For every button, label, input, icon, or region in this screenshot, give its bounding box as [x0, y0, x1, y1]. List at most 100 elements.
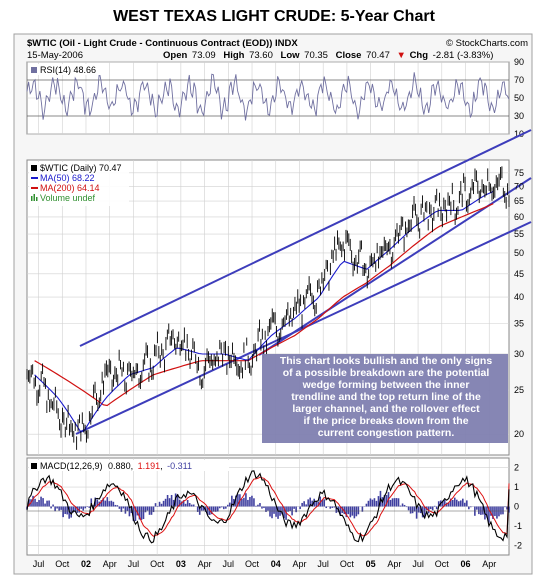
macd-comma-1: , [131, 461, 134, 471]
x-tick-label: 05 [366, 559, 376, 569]
x-tick-label: 06 [461, 559, 471, 569]
close-value: 70.47 [366, 50, 390, 61]
price-legend-main: $WTIC (Daily) 70.47 [40, 163, 122, 173]
ma50-legend: MA(50) 68.22 [40, 173, 95, 183]
open-value: 73.09 [192, 50, 216, 61]
rsi-panel: RSI(14) 48.66 90 70 50 30 10 [26, 57, 524, 139]
macd-legend-swatch [31, 463, 37, 469]
macd-legend-bg [29, 460, 229, 471]
rsi-legend-swatch [31, 67, 37, 73]
price-legend-swatch [31, 165, 37, 171]
macd-line [26, 470, 510, 544]
rsi-grid [27, 61, 509, 135]
rsi-tick-label: 30 [514, 111, 524, 121]
rsi-axis: 90 70 50 30 10 [514, 57, 524, 139]
chart-title: WEST TEXAS LIGHT CRUDE: 5-Year Chart [113, 8, 435, 25]
macd-tick-label: 1 [514, 482, 519, 492]
low-label: Low [281, 50, 301, 61]
macd-value: 0.880 [108, 461, 131, 471]
x-tick-label: Jul [33, 559, 45, 569]
x-tick-label: Jul [317, 559, 329, 569]
macd-signal-value: 1.191 [138, 461, 161, 471]
price-tick-label: 60 [514, 212, 524, 222]
price-bars [26, 166, 510, 450]
x-tick-label: Jul [128, 559, 140, 569]
price-axis: 75 70 65 60 55 50 45 40 35 30 25 20 [514, 168, 524, 439]
macd-hist-value: -0.311 [167, 461, 192, 471]
macd-tick-label: 0 [514, 502, 519, 512]
x-tick-label: Oct [150, 559, 165, 569]
price-tick-label: 55 [514, 229, 524, 239]
date-label: 15-May-2006 [27, 50, 83, 61]
x-axis-bottom: Jul Oct 02 Apr Jul Oct 03 Apr Jul Oct 04 Apr Jul Oct 0… [33, 559, 496, 569]
annotation-line: wedge forming between the inner [302, 379, 470, 391]
price-tick-label: 40 [514, 292, 524, 302]
x-tick-label: Oct [340, 559, 355, 569]
x-tick-label: Apr [387, 559, 401, 569]
high-value: 73.60 [249, 50, 273, 61]
annotation-line: if the price breaks down from the [303, 415, 468, 427]
annotation-line: trendline and the top return line of the [291, 391, 481, 403]
symbol-line: $WTIC (Oil - Light Crude - Continuous Co… [27, 38, 298, 49]
annotation-box [262, 354, 508, 443]
volume-legend: Volume undef [40, 193, 96, 203]
price-tick-label: 50 [514, 248, 524, 258]
chg-value: -2.81 (-3.83%) [433, 50, 494, 61]
annotation-line: larger channel, and the rollover effect [292, 403, 480, 415]
macd-tick-label: -2 [514, 540, 522, 550]
annotation-text: This chart looks bullish and the only si… [280, 355, 493, 439]
channel-line [79, 129, 532, 347]
rsi-tick-label: 10 [514, 129, 524, 139]
chg-label: Chg [410, 50, 429, 61]
rsi-tick-label: 70 [514, 75, 524, 85]
rsi-legend-bg [29, 64, 107, 75]
x-tick-label: Jul [412, 559, 424, 569]
macd-axis: 2 1 0 -1 -2 [514, 463, 522, 551]
high-label: High [223, 50, 244, 61]
macd-tick-label: -1 [514, 521, 522, 531]
x-tick-label: 02 [81, 559, 91, 569]
price-tick-label: 70 [514, 181, 524, 191]
price-tick-label: 65 [514, 196, 524, 206]
x-tick-label: 03 [176, 559, 186, 569]
annotation-line: current congestion pattern. [318, 427, 455, 439]
macd-signal-line [26, 476, 510, 537]
x-tick-label: Oct [435, 559, 450, 569]
close-label: Close [336, 50, 362, 61]
x-tick-label: Apr [292, 559, 306, 569]
price-tick-label: 45 [514, 269, 524, 279]
x-tick-label: Apr [103, 559, 117, 569]
volume-legend-icon [31, 194, 38, 201]
x-tick-label: 04 [271, 559, 281, 569]
rsi-tick-label: 50 [514, 93, 524, 103]
macd-tick-label: 2 [514, 463, 519, 473]
rsi-label: RSI(14) 48.66 [40, 65, 96, 75]
macd-comma-2: , [160, 461, 163, 471]
x-tick-label: Apr [198, 559, 212, 569]
price-tick-label: 30 [514, 349, 524, 359]
macd-legend: MACD(12,26,9) 0.880, 1.191, -0.311 [40, 461, 192, 471]
macd-label: MACD(12,26,9) [40, 461, 103, 471]
svg-text:Open 73.09 High: Open 73.09 High 73.60 Low 70.35 Close 70… [163, 50, 493, 61]
macd-panel: MACD(12,26,9) 0.880, 1.191, -0.311 2 1 0 -1… [26, 457, 522, 556]
price-tick-label: 25 [514, 385, 524, 395]
low-value: 70.35 [304, 50, 328, 61]
annotation-line: of a possible breakdown are the potentia… [283, 367, 490, 379]
x-tick-label: Apr [482, 559, 496, 569]
open-label: Open [163, 50, 187, 61]
chg-arrow: ▼ [397, 50, 406, 61]
ohlc-line: Open 73.09 High 73.60 Low 70.35 Close 70… [163, 50, 493, 61]
channel-line [75, 221, 532, 435]
rsi-line [26, 72, 510, 121]
price-panel: $WTIC (Daily) 70.47 MA(50) 68.22 MA(200)… [26, 129, 532, 456]
price-legend-bg [29, 162, 129, 206]
price-tick-label: 75 [514, 168, 524, 178]
price-tick-label: 20 [514, 429, 524, 439]
rsi-tick-label: 90 [514, 57, 524, 67]
ma200-legend: MA(200) 64.14 [40, 183, 100, 193]
price-tick-label: 35 [514, 318, 524, 328]
source-label: © StockCharts.com [446, 38, 528, 49]
annotation-line: This chart looks bullish and the only si… [280, 355, 493, 367]
x-tick-label: Oct [55, 559, 70, 569]
